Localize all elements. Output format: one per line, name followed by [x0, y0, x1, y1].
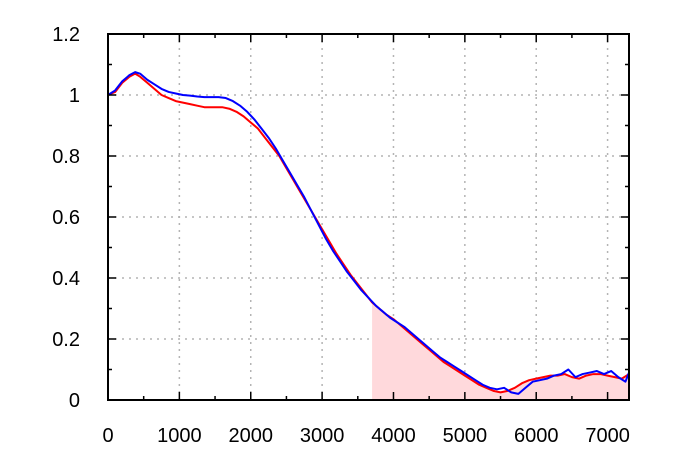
y-tick-label: 0.2: [52, 329, 80, 351]
x-tick-label: 1000: [157, 425, 202, 447]
x-tick-label: 4000: [371, 425, 416, 447]
shaded-region: [372, 302, 629, 400]
x-tick-label: 6000: [514, 425, 559, 447]
x-tick-label: 2000: [228, 425, 273, 447]
y-tick-label: 1.2: [52, 24, 80, 46]
y-tick-label: 0: [69, 390, 80, 412]
x-tick-label: 5000: [443, 425, 488, 447]
series-layer: [107, 71, 630, 395]
tick-label-layer: 0 1000 2000 3000 4000 5000 6000 7000 0 0.2 0.4 0.6 0…: [52, 24, 630, 447]
y-tick-label: 0.8: [52, 146, 80, 168]
x-tick-label: 3000: [300, 425, 345, 447]
x-tick-label: 7000: [585, 425, 630, 447]
series-line-blue: [107, 71, 630, 395]
y-tick-label: 0.6: [52, 207, 80, 229]
grid-layer: [108, 34, 629, 400]
y-tick-label: 1: [69, 85, 80, 107]
y-tick-label: 0.4: [52, 268, 80, 290]
tick-layer: [107, 33, 629, 401]
shade-layer: [372, 302, 629, 400]
x-tick-label: 0: [102, 425, 113, 447]
